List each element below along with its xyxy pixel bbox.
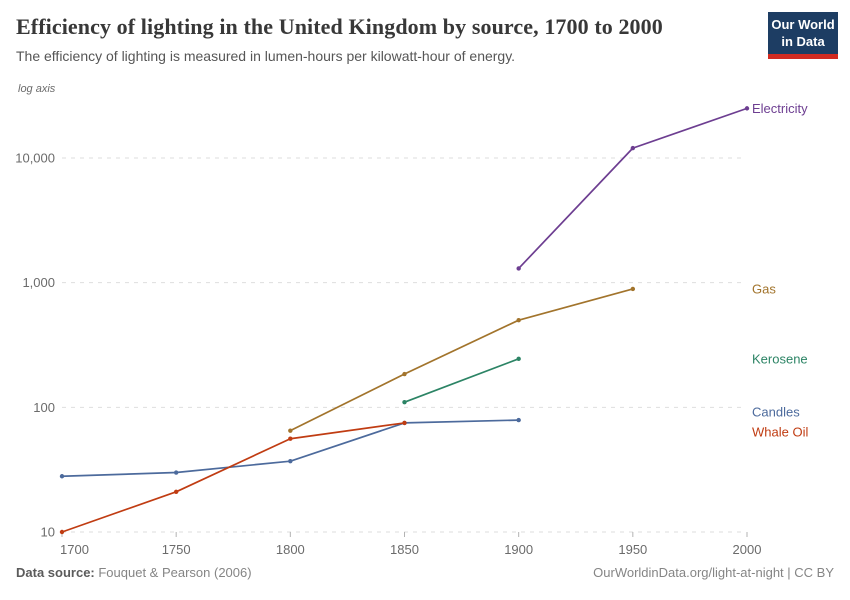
series-label-whale-oil[interactable]: Whale Oil (752, 424, 808, 439)
chart-line-whale-oil (61, 422, 406, 533)
x-axis-tick-label: 2000 (733, 542, 762, 557)
data-point-kerosene (402, 399, 407, 405)
owid-logo: Our World in Data (768, 12, 838, 59)
data-point-gas (402, 371, 407, 377)
data-point-electricity (630, 145, 636, 151)
x-axis-tick-label: 1900 (504, 542, 533, 557)
x-axis-tick-label: 1700 (60, 542, 89, 557)
y-axis-tick-label: 1,000 (22, 275, 55, 290)
chart-line-kerosene (403, 357, 520, 404)
chart-footer: Data source: Fouquet & Pearson (2006) Ou… (16, 565, 834, 580)
data-point-electricity (516, 266, 521, 271)
data-point-gas (516, 317, 521, 323)
data-source-label: Data source: (16, 565, 95, 580)
log-axis-note: log axis (18, 83, 56, 95)
y-axis-tick-label: 10 (41, 525, 55, 540)
data-point-kerosene (516, 356, 521, 362)
series-label-electricity[interactable]: Electricity (752, 101, 808, 116)
data-point-whale-oil (59, 529, 65, 535)
series-label-kerosene[interactable]: Kerosene (752, 351, 808, 366)
data-point-electricity (744, 106, 750, 111)
data-point-whale-oil (402, 420, 407, 426)
data-point-candles (516, 417, 521, 423)
data-point-whale-oil (173, 489, 179, 495)
owid-logo-line2: in Data (781, 33, 825, 49)
data-point-gas (630, 286, 636, 292)
series-label-gas[interactable]: Gas (752, 281, 776, 296)
data-source-value: Fouquet & Pearson (2006) (94, 565, 252, 580)
y-axis-tick-label: 100 (33, 400, 55, 415)
page-subtitle: The efficiency of lighting is measured i… (16, 48, 516, 64)
data-point-candles (288, 458, 293, 464)
data-point-whale-oil (288, 436, 293, 441)
chart-line-electricity (517, 107, 748, 270)
owid-logo-line1: Our World (771, 17, 835, 32)
page-title: Efficiency of lighting in the United Kin… (16, 14, 663, 39)
y-axis-tick-label: 10,000 (15, 150, 55, 165)
footer-link[interactable]: OurWorldinData.org/light-at-night | CC B… (593, 565, 834, 580)
chart-line-gas (289, 288, 634, 432)
data-point-candles (59, 474, 65, 479)
data-point-gas (288, 428, 293, 433)
x-axis-tick-label: 1850 (390, 542, 419, 557)
data-point-candles (173, 470, 179, 475)
data-source: Data source: Fouquet & Pearson (2006) (16, 565, 252, 580)
series-label-candles[interactable]: Candles (752, 405, 800, 420)
x-axis-tick-label: 1950 (618, 542, 647, 557)
x-axis-tick-label: 1750 (162, 542, 191, 557)
x-axis-tick-label: 1800 (276, 542, 305, 557)
